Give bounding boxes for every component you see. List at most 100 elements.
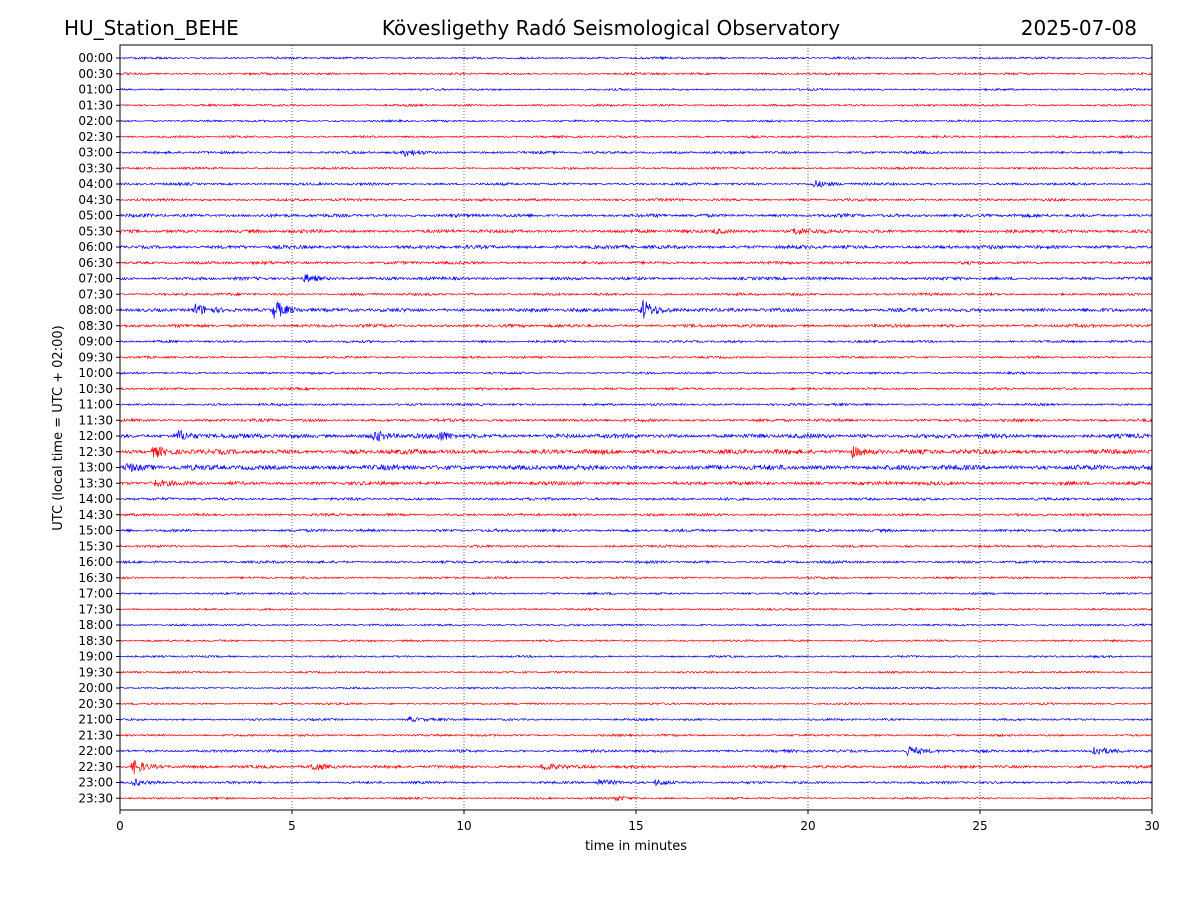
y-tick-label: 02:30	[78, 130, 113, 144]
trace-1100	[119, 402, 1153, 407]
y-tick-label: 13:30	[78, 476, 113, 490]
trace-1930	[119, 670, 1153, 675]
trace-0830	[119, 322, 1153, 329]
y-tick-label: 03:30	[78, 161, 113, 175]
y-tick-label: 22:30	[78, 760, 113, 774]
trace-1700	[119, 591, 1153, 596]
y-tick-label: 06:00	[78, 240, 113, 254]
y-tick-label: 14:30	[78, 508, 113, 522]
y-tick-label: 19:30	[78, 665, 113, 679]
y-tick-label: 18:30	[78, 634, 113, 648]
trace-1530	[119, 543, 1153, 549]
trace-0030	[119, 71, 1153, 76]
y-tick-label: 19:00	[78, 650, 113, 664]
y-tick-label: 17:00	[78, 587, 113, 601]
trace-0430	[119, 197, 1153, 203]
x-tick-label: 10	[456, 819, 471, 833]
y-tick-label: 21:30	[78, 728, 113, 742]
x-axis-ticks: 0 5 10 15 20 25 30	[116, 810, 1160, 833]
y-tick-label: 16:00	[78, 555, 113, 569]
y-tick-label: 21:00	[78, 713, 113, 727]
y-tick-label: 00:30	[78, 67, 113, 81]
trace-0500	[119, 212, 1153, 219]
trace-2000	[119, 686, 1153, 690]
trace-0530	[119, 228, 1153, 235]
plot-area	[120, 45, 1152, 810]
trace-1430	[119, 512, 1153, 518]
trace-0100	[119, 87, 1153, 92]
trace-1830	[119, 638, 1153, 643]
x-axis-label: time in minutes	[585, 839, 687, 854]
trace-0230	[119, 134, 1153, 140]
trace-0630	[119, 260, 1153, 266]
y-tick-label: 10:30	[78, 382, 113, 396]
y-tick-label: 13:00	[78, 461, 113, 475]
x-tick-label: 5	[288, 819, 296, 833]
y-tick-label: 20:30	[78, 697, 113, 711]
trace-1800	[119, 622, 1153, 627]
trace-1730	[119, 607, 1153, 612]
x-tick-label: 0	[116, 819, 124, 833]
y-tick-label: 18:00	[78, 618, 113, 632]
y-tick-label: 10:00	[78, 366, 113, 380]
y-tick-label: 12:30	[78, 445, 113, 459]
y-tick-label: 09:30	[78, 350, 113, 364]
trace-1330	[119, 479, 1153, 487]
trace-1200	[119, 429, 1153, 442]
record-date: 2025-07-08	[1020, 16, 1137, 40]
y-tick-label: 05:30	[78, 224, 113, 238]
trace-0000	[119, 55, 1153, 61]
trace-0600	[119, 243, 1153, 251]
y-tick-label: 11:30	[78, 413, 113, 427]
y-tick-label: 07:00	[78, 272, 113, 286]
trace-2100	[119, 715, 1153, 723]
trace-0930	[119, 355, 1153, 360]
y-tick-label: 08:00	[78, 303, 113, 317]
x-tick-label: 30	[1144, 819, 1159, 833]
y-tick-label: 07:30	[78, 287, 113, 301]
trace-2030	[119, 701, 1153, 706]
y-tick-label: 04:00	[78, 177, 113, 191]
trace-0300	[119, 149, 1153, 158]
y-tick-label: 23:30	[78, 791, 113, 805]
y-tick-label: 08:30	[78, 319, 113, 333]
y-tick-label: 16:30	[78, 571, 113, 585]
seismic-traces	[119, 55, 1153, 802]
y-tick-label: 05:00	[78, 209, 113, 223]
trace-0400	[119, 180, 1153, 188]
station-name: HU_Station_BEHE	[64, 16, 239, 40]
y-tick-label: 15:00	[78, 524, 113, 538]
trace-2130	[119, 732, 1153, 738]
trace-1030	[119, 386, 1153, 392]
y-tick-label: 06:30	[78, 256, 113, 270]
y-tick-label: 04:30	[78, 193, 113, 207]
trace-0730	[119, 291, 1153, 297]
trace-1630	[119, 575, 1153, 580]
y-tick-label: 03:00	[78, 146, 113, 160]
trace-1230	[119, 445, 1153, 460]
trace-2300	[119, 778, 1153, 787]
trace-1000	[119, 371, 1153, 376]
y-tick-label: 09:00	[78, 335, 113, 349]
trace-1130	[119, 417, 1153, 424]
trace-1300	[119, 462, 1153, 473]
trace-0200	[119, 118, 1153, 124]
x-tick-label: 20	[800, 819, 815, 833]
y-tick-label: 01:00	[78, 83, 113, 97]
y-tick-label: 11:00	[78, 398, 113, 412]
x-tick-label: 25	[972, 819, 987, 833]
y-tick-label: 01:30	[78, 98, 113, 112]
trace-2330	[119, 795, 1153, 802]
trace-1600	[119, 559, 1153, 565]
trace-1400	[119, 496, 1153, 502]
trace-0800	[119, 299, 1153, 319]
y-tick-label: 12:00	[78, 429, 113, 443]
y-tick-label: 20:00	[78, 681, 113, 695]
trace-1900	[119, 654, 1153, 659]
y-tick-label: 22:00	[78, 744, 113, 758]
y-tick-label: 23:00	[78, 776, 113, 790]
trace-0900	[119, 339, 1153, 344]
y-tick-label: 02:00	[78, 114, 113, 128]
